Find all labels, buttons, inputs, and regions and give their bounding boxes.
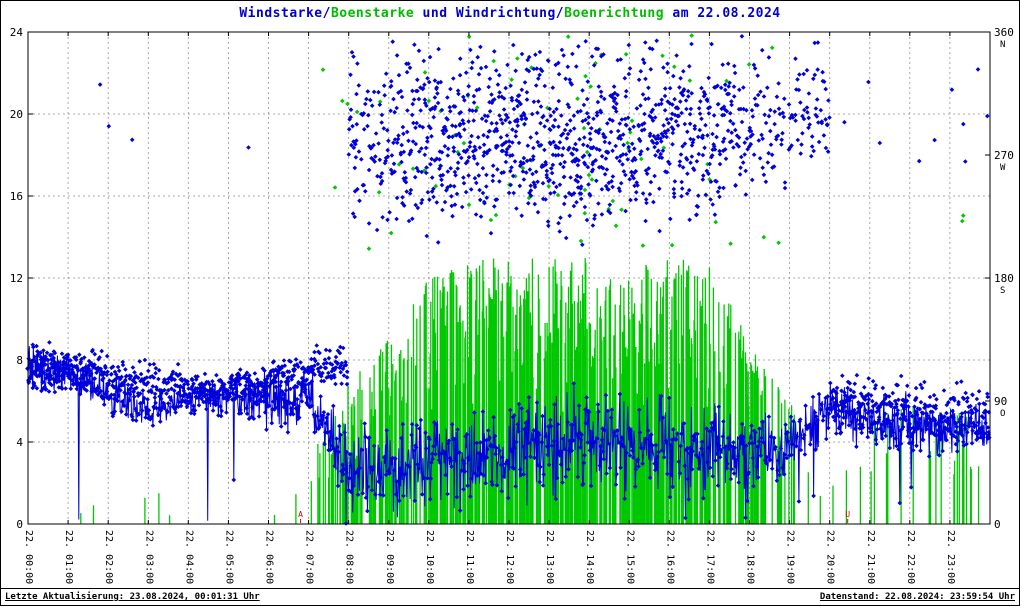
title-seg-0: Windstarke/ [239,6,331,21]
compass-letter: O [1000,409,1005,419]
footer-bar: Letzte Aktualisierung: 23.08.2024, 00:01… [1,588,1019,605]
gust-direction-points [320,33,966,251]
data-status-text: Datenstand: 22.08.2024: 23:59:54 Uhr [819,592,1015,602]
x-tick-label: 22. 23:00 [945,530,956,584]
title-seg-3: Boenrichtung [564,6,665,21]
y-left-tick-label: 4 [16,436,23,449]
title-seg-2: und Windrichtung/ [414,6,565,21]
x-tick-label: 22. 05:00 [223,530,234,584]
x-tick-label: 22. 18:00 [745,530,756,584]
sun-marker-a: A [298,510,303,523]
y-left-tick-label: 24 [10,26,24,39]
last-update-text: Letzte Aktualisierung: 23.08.2024, 00:01… [5,592,260,602]
sun-marker-u: U [845,510,850,523]
x-tick-label: 22. 09:00 [384,530,395,584]
x-tick-label: 22. 02:00 [103,530,114,584]
x-tick-label: 22. 10:00 [424,530,435,584]
title-seg-1: Boenstarke [330,6,415,21]
x-tick-label: 22. 21:00 [865,530,876,584]
x-tick-label: 22. 04:00 [183,530,194,584]
x-tick-label: 22. 14:00 [584,530,595,584]
x-tick-label: 22. 08:00 [344,530,355,584]
y-left-tick-label: 20 [10,108,23,121]
x-tick-label: 22. 19:00 [785,530,796,584]
y-right-tick-label: 360 [994,26,1014,39]
x-tick-label: 22. 20:00 [825,530,836,584]
x-tick-label: 22. 15:00 [624,530,635,584]
x-tick-label: 22. 12:00 [504,530,515,584]
x-tick-label: 22. 06:00 [264,530,275,584]
y-left-tick-label: 8 [16,354,23,367]
svg-text:A: A [298,510,303,519]
axis-ticks [27,31,991,525]
y-right-tick-label: 0 [994,518,1001,531]
y-right-tick-label: 270 [994,149,1014,162]
x-tick-label: 22. 13:00 [544,530,555,584]
x-tick-label: 22. 11:00 [464,530,475,584]
y-right-tick-label: 180 [994,272,1014,285]
compass-letter: S [1000,286,1005,296]
x-tick-label: 22. 17:00 [704,530,715,584]
x-tick-label: 22. 01:00 [63,530,74,584]
title-seg-4: am 22.08.2024 [664,6,781,21]
x-tick-label: 22. 22:00 [905,530,916,584]
svg-text:U: U [845,510,850,519]
compass-letter: N [1000,40,1005,50]
y-right-tick-label: 90 [994,395,1007,408]
y-left-tick-label: 0 [16,518,23,531]
x-tick-label: 22. 00:00 [23,530,34,584]
compass-letter: W [1000,163,1006,173]
x-tick-label: 22. 03:00 [143,530,154,584]
chart-title: Windstarke/Boenstarke und Windrichtung/B… [1,6,1019,21]
x-tick-label: 22. 07:00 [304,530,315,584]
y-left-tick-label: 12 [10,272,23,285]
y-left-tick-label: 16 [10,190,23,203]
x-tick-label: 22. 16:00 [664,530,675,584]
